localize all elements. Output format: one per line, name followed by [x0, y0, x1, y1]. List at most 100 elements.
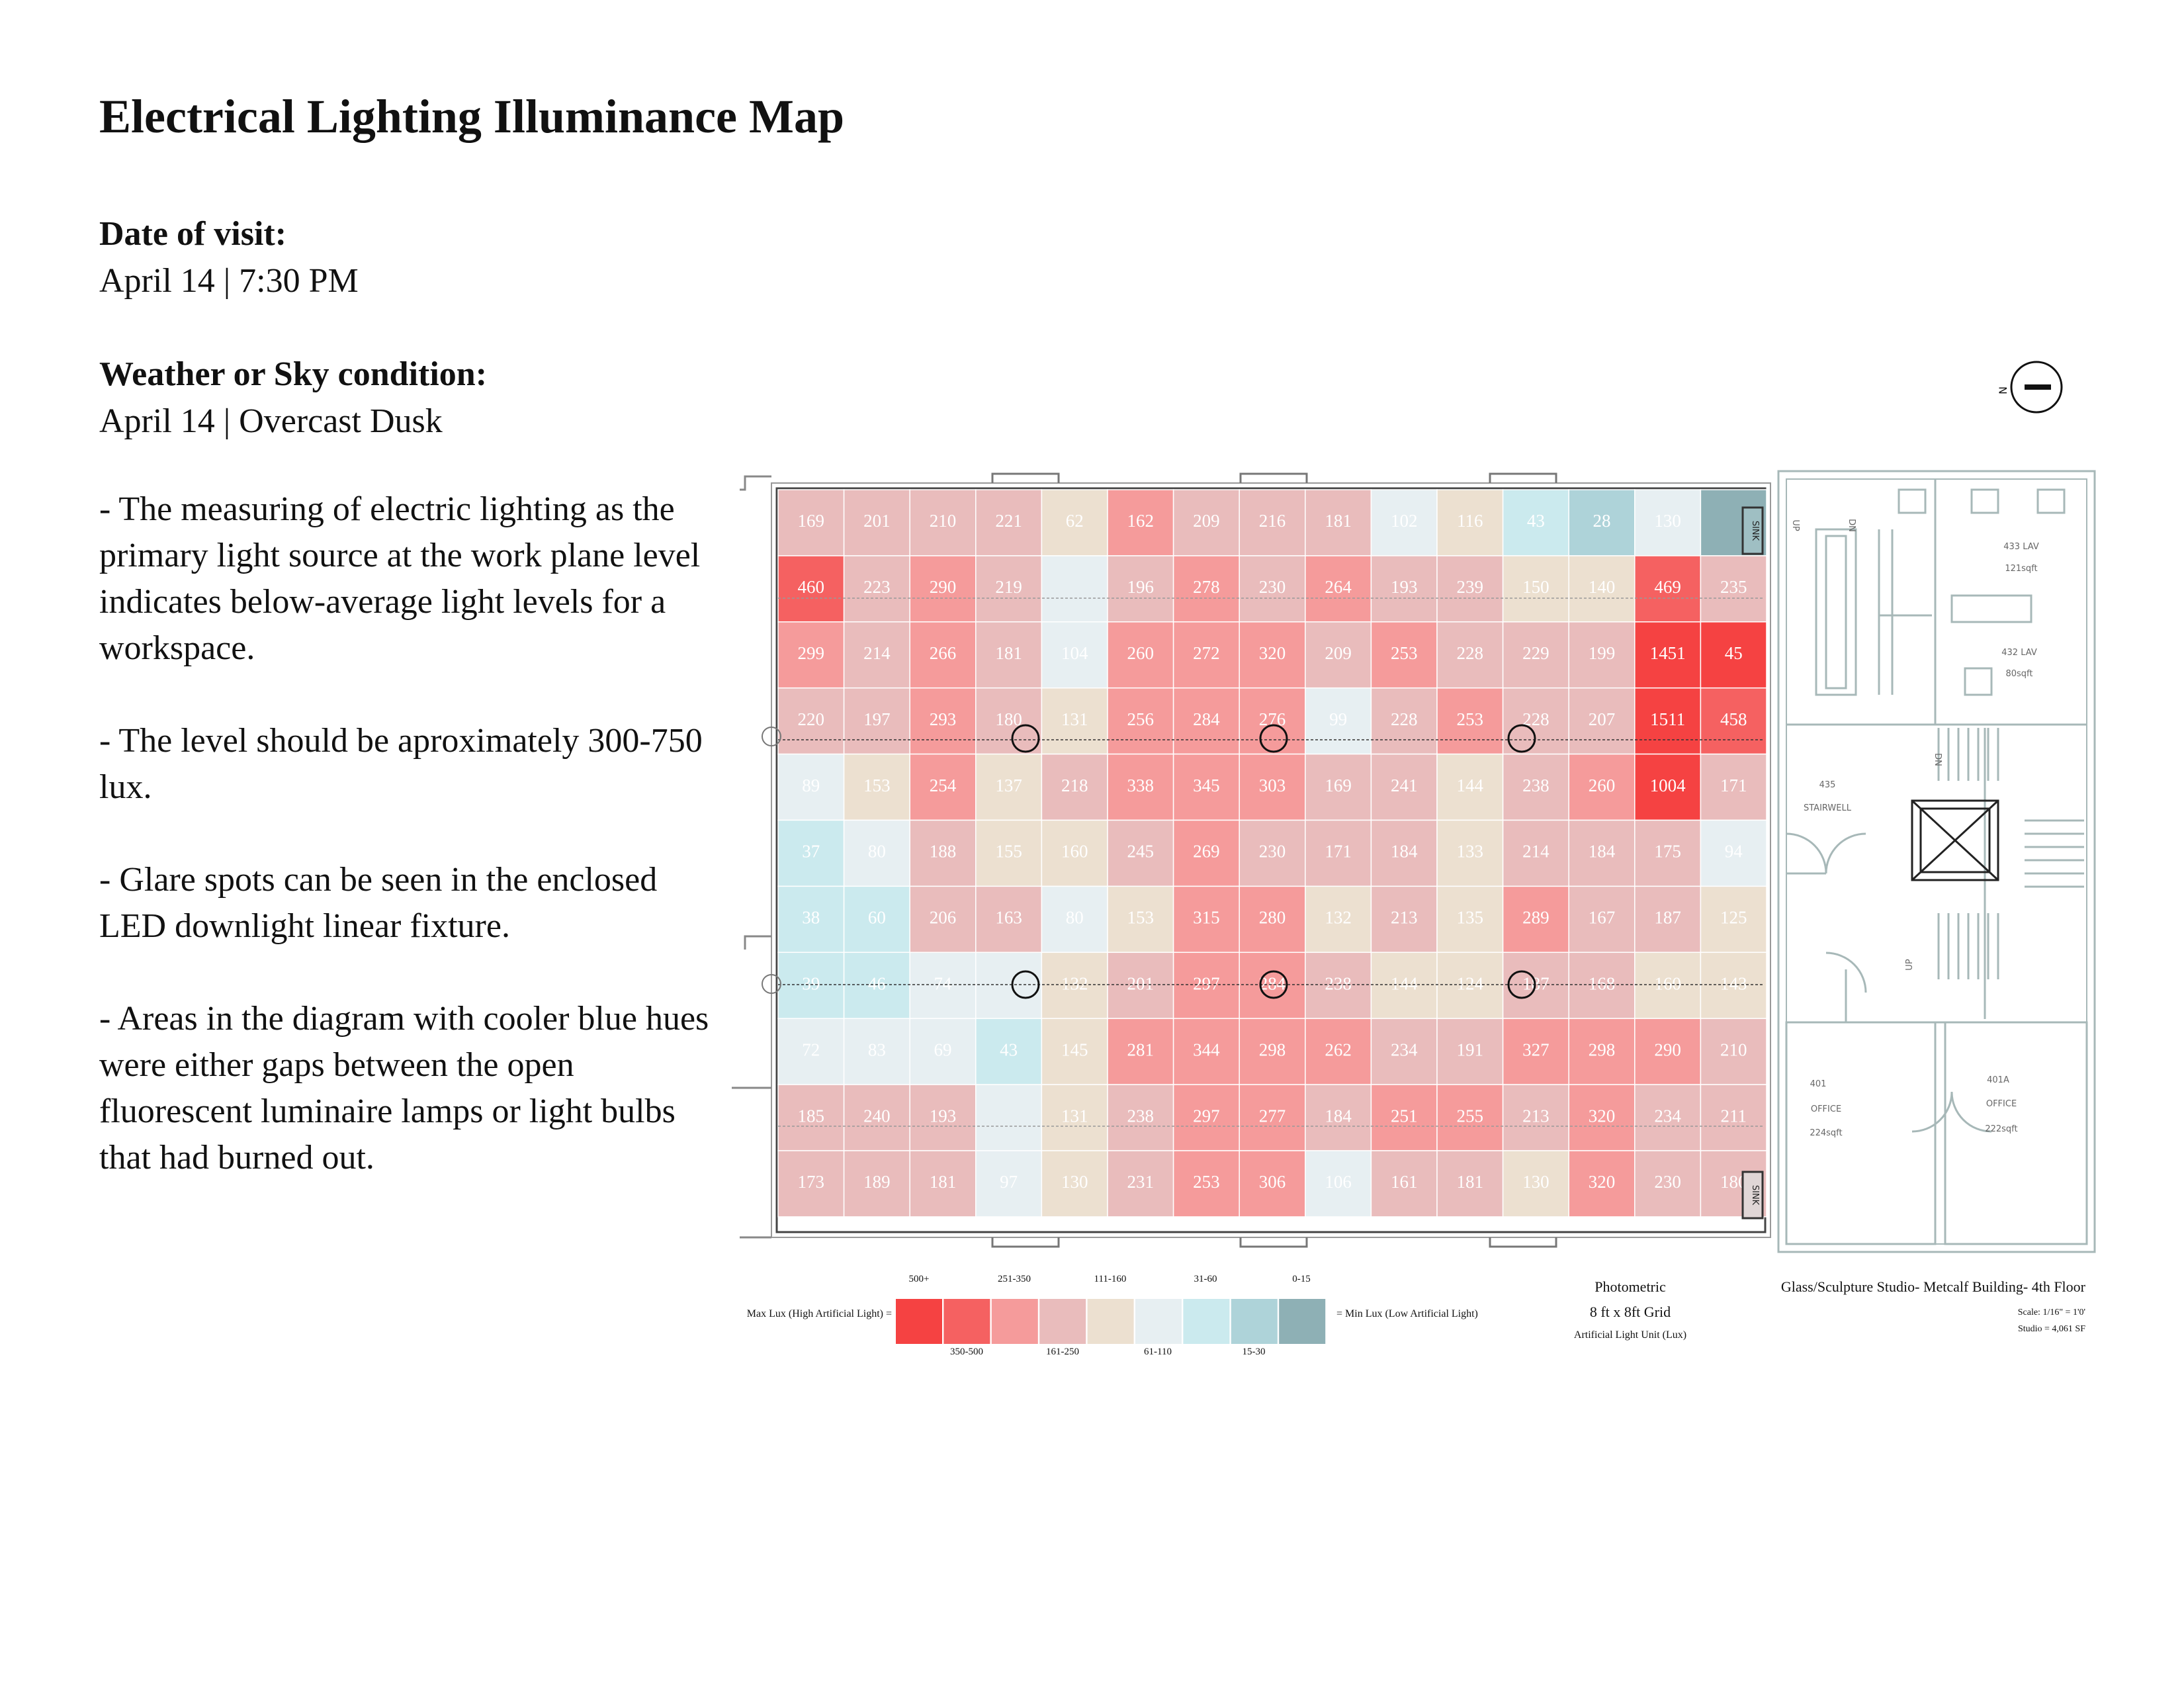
- grid-cell-value: 83: [868, 1040, 886, 1059]
- grid-cell: [777, 687, 845, 755]
- grid-cell-value: 255: [1457, 1106, 1484, 1126]
- grid-cell: [1700, 1018, 1767, 1085]
- north-arrow-icon: N: [1997, 361, 2063, 414]
- grid-cell: [909, 885, 977, 954]
- grid-cell-value: 193: [930, 1106, 957, 1126]
- grid-cell: [1172, 687, 1240, 755]
- grid-cell-value: 230: [1259, 842, 1286, 862]
- grid-cell: [843, 1150, 910, 1218]
- grid-cell-value: 188: [930, 842, 957, 862]
- grid-cell-value: 253: [1391, 643, 1418, 663]
- grid-cell-value: 210: [1720, 1040, 1747, 1059]
- legend-range-label: 61-110: [1144, 1347, 1172, 1357]
- legend-swatch: [1183, 1299, 1230, 1344]
- grid-cell-value: 161: [1391, 1172, 1418, 1192]
- grid-cell-value: 187: [1654, 908, 1681, 928]
- grid-cell-value: 253: [1193, 1172, 1220, 1192]
- grid-cell: [1305, 489, 1372, 556]
- grid-cell-value: 189: [863, 1172, 891, 1192]
- legend-swatch: [896, 1299, 942, 1344]
- grid-cell: [1172, 819, 1240, 887]
- grid-cell: [1370, 489, 1438, 556]
- grid-cell-value: 144: [1391, 973, 1418, 993]
- grid-cell: [1568, 885, 1636, 954]
- grid-cell: [975, 952, 1043, 1019]
- grid-cell: [1107, 555, 1174, 623]
- grid-cell: [1239, 687, 1306, 755]
- grid-cell-value: 181: [995, 643, 1022, 663]
- grid-cell-value: 264: [1325, 577, 1352, 597]
- stair-dn-label: DN: [1933, 753, 1943, 766]
- grid-cell: [1568, 819, 1636, 887]
- grid-cell-value: 206: [930, 908, 957, 928]
- grid-cell-value: 124: [1457, 973, 1484, 993]
- room-label: 433 LAV: [2003, 542, 2039, 552]
- grid-cell: [1172, 489, 1240, 556]
- grid-cell-value: 162: [1127, 511, 1155, 531]
- grid-cell-value: 245: [1127, 842, 1155, 862]
- grid-cell-value: 201: [863, 511, 891, 531]
- grid-cell: [1568, 489, 1636, 556]
- grid-cell: [1041, 1150, 1108, 1218]
- illuminance-grid: 169 201 210 221 62 162 209 216 181 102 116 43 28 130 4…: [777, 489, 1767, 1218]
- grid-cell: [975, 1084, 1043, 1151]
- grid-cell: [1634, 1150, 1702, 1218]
- grid-cell: [1700, 885, 1767, 954]
- legend-swatch: [1279, 1299, 1326, 1344]
- legend-range-label: 350-500: [950, 1347, 983, 1357]
- grid-cell: [777, 753, 845, 821]
- grid-cell-value: 234: [1654, 1106, 1681, 1126]
- grid-cell: [1700, 819, 1767, 887]
- grid-cell-value: 94: [1725, 842, 1743, 862]
- weather-section: Weather or Sky condition: April 14 | Ove…: [99, 351, 487, 445]
- sink-label: SINK: [1750, 521, 1760, 541]
- column-icon: [1507, 724, 1536, 753]
- room-labels: 433 LAV 121sqft 432 LAV 80sqft 435 STAIR…: [1790, 519, 2039, 1138]
- grid-cell-value: 338: [1127, 776, 1155, 795]
- grid-cell-value: 469: [1654, 577, 1681, 597]
- grid-cell: [1370, 687, 1438, 755]
- grid-cell: [1436, 687, 1504, 755]
- legend: Max Lux (High Artificial Light) = = Min …: [747, 1274, 1478, 1357]
- grid-cell-value: 251: [1391, 1106, 1418, 1126]
- weather-value: April 14 | Overcast Dusk: [99, 402, 443, 440]
- area-label: Studio = 4,061 SF: [2018, 1324, 2085, 1334]
- note-item: - The level should be aproximately 300-7…: [99, 722, 703, 806]
- grid-cell: [1172, 1018, 1240, 1085]
- studio-label: Glass/Sculpture Studio- Metcalf Building…: [1781, 1278, 2086, 1295]
- grid-cell: [1436, 1150, 1504, 1218]
- grid-cell: [1305, 952, 1372, 1019]
- grid-cell: [1239, 819, 1306, 887]
- grid-cell: [777, 1150, 845, 1218]
- grid-cell-value: 135: [1457, 908, 1484, 928]
- grid-cell-value: 223: [863, 577, 891, 597]
- grid-cell-value: 80: [1066, 908, 1084, 928]
- legend-max-label: Max Lux (High Artificial Light) =: [747, 1308, 892, 1319]
- fixture-lines: [778, 598, 1764, 1127]
- grid-cell-value: 181: [1457, 1172, 1484, 1192]
- grid-cell-value: 140: [1589, 577, 1616, 597]
- grid-cell: [777, 489, 845, 556]
- grid-cell-value: 344: [1193, 1040, 1220, 1059]
- north-label: N: [1997, 386, 2009, 394]
- grid-cell-value: 277: [1259, 1106, 1286, 1126]
- grid-cell-value: 214: [863, 643, 891, 663]
- grid-cell-value: 266: [930, 643, 957, 663]
- grid-cell-value: 125: [1720, 908, 1747, 928]
- grid-cell: [777, 1084, 845, 1151]
- grid-cell: [1568, 1084, 1636, 1151]
- grid-cell-value: 175: [1654, 842, 1681, 862]
- grid-cell: [975, 753, 1043, 821]
- grid-cell-value: 211: [1720, 1106, 1747, 1126]
- grid-cell-value: 199: [1589, 643, 1616, 663]
- grid-cell: [909, 687, 977, 755]
- grid-cell: [843, 489, 910, 556]
- grid-cell: [1634, 1018, 1702, 1085]
- grid-cell-value: 184: [1589, 842, 1616, 862]
- grid-cell-value: 155: [995, 842, 1022, 862]
- grid-cell-value: 290: [930, 577, 957, 597]
- grid-cell-value: 74: [934, 973, 953, 993]
- grid-cell-value: 213: [1391, 908, 1418, 928]
- grid-cell-value: 218: [1061, 776, 1088, 795]
